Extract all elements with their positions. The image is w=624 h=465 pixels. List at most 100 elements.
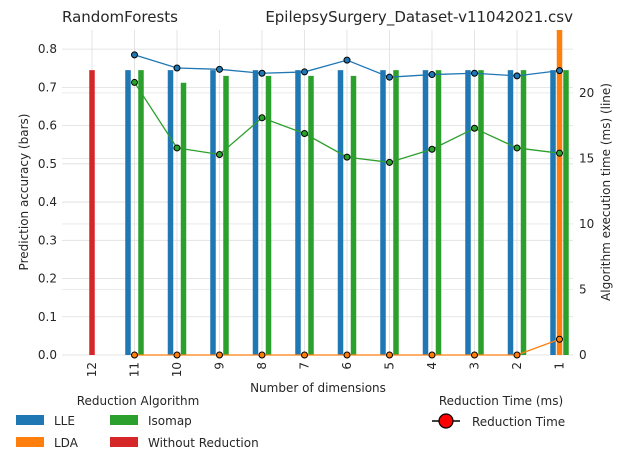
bar-lle — [550, 70, 556, 355]
bar-isomap — [563, 70, 569, 355]
bar-isomap — [138, 70, 144, 355]
point-isomap — [173, 144, 181, 152]
x-tick-label: 4 — [425, 362, 439, 370]
legend-swatch-isomap — [110, 415, 138, 425]
point-lle — [216, 65, 223, 73]
point-lle — [428, 71, 436, 79]
x-tick-label: 1 — [553, 362, 567, 370]
x-tick-label: 7 — [298, 362, 312, 370]
legend-label-lle: LLE — [54, 414, 75, 428]
x-tick-label: 2 — [510, 362, 524, 370]
x-tick-label: 8 — [255, 362, 269, 370]
bar-without-reduction — [89, 70, 95, 355]
point-lda — [343, 351, 351, 359]
x-axis-label: Number of dimensions — [250, 381, 386, 395]
legend-marker-reduction-time — [438, 413, 454, 429]
x-tick-label: 10 — [170, 362, 184, 377]
legend-title-algorithm: Reduction Algorithm — [77, 394, 200, 408]
y-tick-label-left: 0.7 — [38, 80, 57, 94]
y-tick-label-left: 0.4 — [38, 195, 57, 209]
bar-lle — [295, 70, 301, 355]
y-tick-label-left: 0.8 — [38, 42, 57, 56]
x-tick-label: 9 — [213, 362, 227, 370]
point-lda — [258, 351, 266, 359]
point-isomap — [471, 124, 478, 132]
bar-lle — [465, 70, 471, 355]
point-isomap — [513, 144, 521, 152]
y-tick-label-left: 0.1 — [38, 310, 57, 324]
point-isomap — [556, 149, 563, 157]
legend-reduction-algorithm: Reduction Algorithm LLE LDA Isomap Witho… — [16, 394, 259, 450]
legend-label-isomap: Isomap — [148, 414, 192, 428]
bar-isomap — [350, 75, 357, 355]
y-tick-label-left: 0.6 — [38, 119, 57, 133]
point-isomap — [386, 158, 393, 166]
y-tick-label-left: 0.2 — [38, 272, 57, 286]
bar-isomap — [265, 75, 272, 355]
x-tick-label: 11 — [128, 362, 142, 377]
point-lda — [301, 351, 308, 359]
point-lle — [301, 68, 308, 76]
y-tick-label-left: 0.3 — [38, 233, 57, 247]
legend-label-lda: LDA — [54, 436, 79, 450]
legend-reduction-time: Reduction Time (ms) Reduction Time — [432, 394, 565, 429]
legend-label-without-reduction: Without Reduction — [148, 436, 259, 450]
y-tick-label-right: 15 — [579, 151, 594, 165]
point-lda — [513, 351, 521, 359]
point-lda — [216, 351, 223, 359]
bar-lle — [380, 70, 386, 355]
x-tick-label: 6 — [340, 362, 354, 370]
x-tick-label: 12 — [85, 362, 99, 377]
point-isomap — [258, 114, 266, 122]
bar-isomap — [308, 75, 314, 355]
y-tick-label-right: 0 — [579, 348, 587, 362]
y-tick-label-right: 20 — [579, 86, 594, 100]
point-lda — [428, 351, 436, 359]
legend-label-reduction-time: Reduction Time — [472, 415, 565, 429]
point-isomap — [301, 130, 308, 138]
legend-swatch-lle — [16, 415, 44, 425]
point-lda — [556, 335, 563, 343]
bar-lle — [252, 70, 259, 355]
point-lda — [131, 351, 138, 359]
point-lle — [258, 69, 266, 77]
y-axis-label-right: Algorithm execution time (ms) (line) — [599, 83, 613, 301]
bars — [89, 30, 569, 355]
point-isomap — [428, 145, 436, 153]
point-lda — [386, 351, 393, 359]
bar-isomap — [520, 70, 527, 355]
legend-swatch-lda — [16, 437, 44, 447]
lines — [131, 51, 563, 359]
point-lle — [131, 51, 138, 59]
point-isomap — [216, 150, 223, 158]
bar-lle — [210, 70, 216, 355]
chart-title-right: EpilepsySurgery_Dataset-v11042021.csv — [265, 8, 573, 27]
x-tick-label: 3 — [468, 362, 482, 370]
y-tick-label-right: 10 — [579, 217, 594, 231]
bar-lda — [556, 30, 563, 355]
y-tick-label-left: 0.0 — [38, 348, 57, 362]
bar-isomap — [223, 75, 229, 355]
point-isomap — [131, 78, 138, 86]
point-lle — [556, 67, 563, 75]
point-lda — [471, 351, 478, 359]
point-lle — [173, 64, 181, 72]
x-tick-label: 5 — [383, 362, 397, 370]
point-lle — [386, 73, 393, 81]
point-lle — [471, 69, 478, 77]
bar-lle — [167, 70, 174, 355]
bar-isomap — [393, 70, 399, 355]
point-isomap — [343, 153, 351, 161]
point-lda — [173, 351, 181, 359]
y-tick-label-right: 5 — [579, 282, 587, 296]
chart-title-left: RandomForests — [62, 8, 178, 26]
bar-isomap — [478, 70, 484, 355]
bar-lle — [125, 70, 131, 355]
legend-swatch-without-reduction — [110, 437, 138, 447]
bar-lle — [422, 70, 429, 355]
point-lle — [343, 56, 351, 64]
point-lle — [513, 72, 521, 80]
bar-lle — [507, 70, 514, 355]
